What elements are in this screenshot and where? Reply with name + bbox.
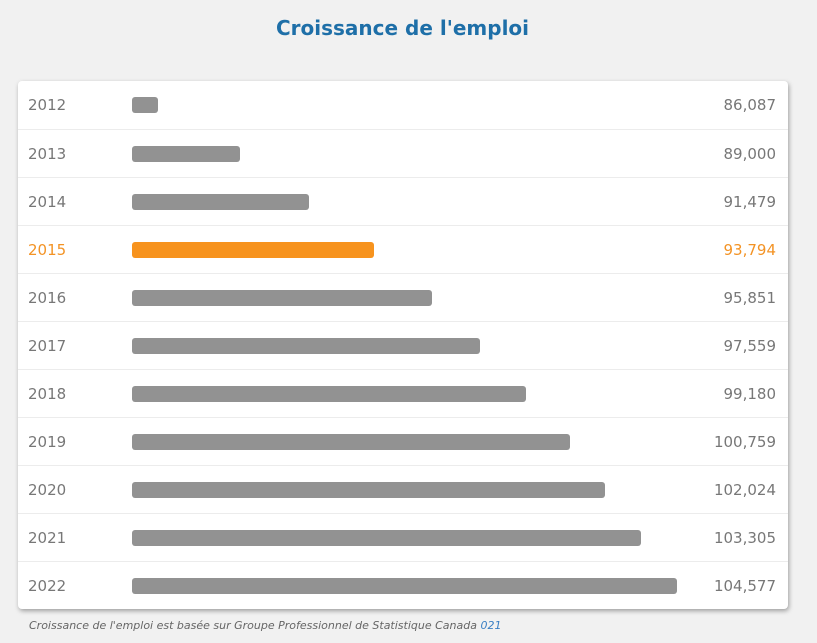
chart-title: Croissance de l'emploi [275, 16, 530, 40]
footnote: Croissance de l'emploi est basée sur Gro… [29, 619, 501, 632]
category-label: 2016 [28, 289, 67, 307]
category-label: 2014 [28, 193, 67, 211]
category-label: 2013 [28, 145, 67, 163]
value-label: 97,559 [723, 337, 777, 355]
value-label: 95,851 [723, 289, 777, 307]
chart-card: 2012 86,087 2013 89,000 2014 91,479 2015 93,794… [18, 81, 788, 609]
bar-row: 2012 86,087 [18, 81, 788, 129]
footnote-code[interactable]: 021 [480, 619, 502, 632]
value-label: 89,000 [723, 145, 777, 163]
bar-row: 2019 100,759 [18, 417, 788, 465]
category-label: 2012 [28, 96, 67, 114]
value-label: 102,024 [713, 481, 776, 499]
bar-row: 2018 99,180 [18, 369, 788, 417]
bar-row: 2014 91,479 [18, 177, 788, 225]
category-label: 2021 [28, 529, 67, 547]
bar [132, 578, 677, 594]
value-label: 93,794 [723, 241, 777, 259]
value-label: 100,759 [713, 433, 776, 451]
bar [132, 386, 526, 402]
bar-row: 2015 93,794 [18, 225, 788, 273]
category-label: 2020 [28, 481, 67, 499]
bar [132, 338, 480, 354]
category-label: 2022 [28, 577, 67, 595]
value-label: 91,479 [723, 193, 777, 211]
footnote-text: Croissance de l'emploi est basée sur Gro… [29, 619, 481, 632]
bar-row: 2021 103,305 [18, 513, 788, 561]
value-label: 103,305 [713, 529, 776, 547]
bar [132, 97, 158, 113]
bar-row: 2013 89,000 [18, 129, 788, 177]
bar-row: 2022 104,577 [18, 561, 788, 609]
bar [132, 434, 570, 450]
category-label: 2017 [28, 337, 67, 355]
bar [132, 530, 641, 546]
bar [132, 242, 374, 258]
value-label: 99,180 [723, 385, 777, 403]
bar [132, 146, 240, 162]
bar [132, 290, 432, 306]
category-label: 2019 [28, 433, 67, 451]
category-label: 2018 [28, 385, 67, 403]
bar [132, 482, 605, 498]
bar [132, 194, 309, 210]
value-label: 86,087 [723, 96, 777, 114]
bar-row: 2016 95,851 [18, 273, 788, 321]
value-label: 104,577 [713, 577, 776, 595]
bar-row: 2020 102,024 [18, 465, 788, 513]
category-label: 2015 [28, 241, 67, 259]
bar-row: 2017 97,559 [18, 321, 788, 369]
